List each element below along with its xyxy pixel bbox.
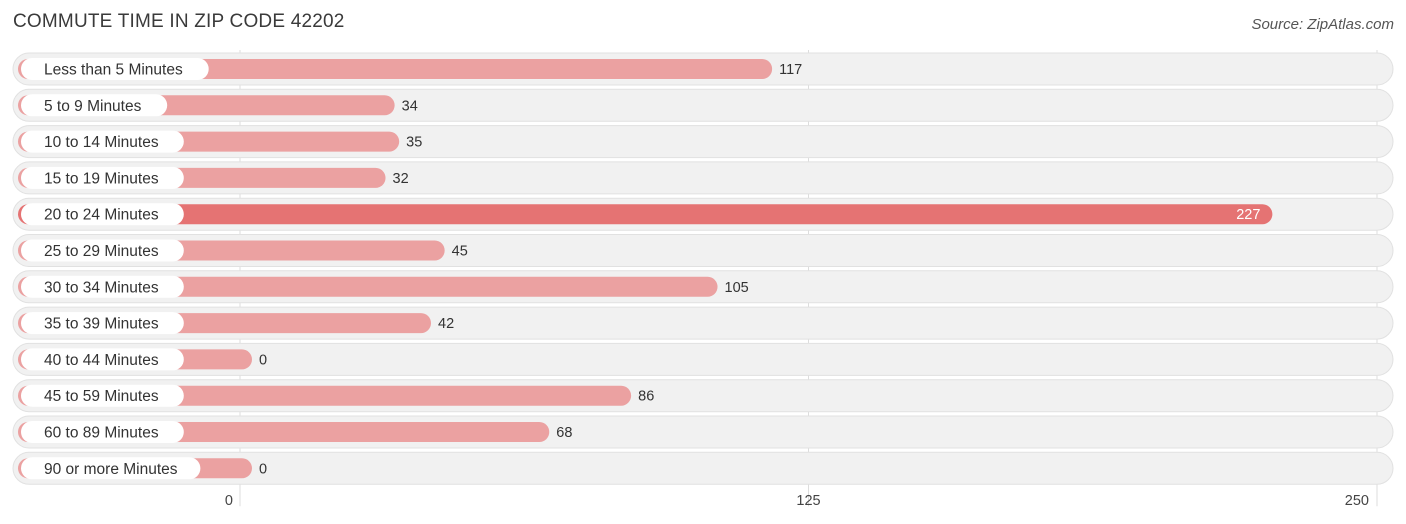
bar-row: 20 to 24 Minutes 227 [12,197,1394,231]
x-tick-label: 250 [1345,493,1369,509]
x-tick-label: 0 [225,493,233,509]
category-label-pill [21,421,184,443]
value-label: 35 [406,135,422,151]
category-label-pill [21,384,184,407]
bar [18,204,1273,225]
category-label-pill [21,130,184,153]
x-tick-label: 125 [796,493,820,509]
bar-row: 90 or more Minutes 0 [12,451,1394,485]
bar-row: 15 to 19 Minutes 32 [12,161,1394,195]
category-label: 5 to 9 Minutes [44,98,142,115]
value-label: 0 [259,461,267,477]
category-label-pill [21,58,209,80]
category-label: 15 to 19 Minutes [44,170,159,187]
category-label: 45 to 59 Minutes [44,388,159,405]
category-label-pill [21,275,184,298]
bar-track [12,342,1394,376]
category-label-pill [21,348,184,371]
value-label: 68 [556,425,572,441]
chart-source: Source: ZipAtlas.com [1251,16,1394,33]
bar-row: 45 to 59 Minutes 86 [12,379,1394,413]
value-label: 45 [452,244,468,260]
category-label-pill [21,457,201,480]
value-label: 42 [438,316,454,332]
category-label: 30 to 34 Minutes [44,279,159,296]
value-label: 32 [393,171,409,187]
category-label: 40 to 44 Minutes [44,352,159,369]
bar-row: 60 to 89 Minutes 68 [12,415,1394,449]
category-label-pill [21,203,184,226]
bar-row: Less than 5 Minutes 117 [12,52,1394,86]
bar-row: 25 to 29 Minutes 45 [12,234,1394,267]
category-label: 60 to 89 Minutes [44,425,159,442]
bar-row: 30 to 34 Minutes 105 [12,270,1394,304]
bar-row: 10 to 14 Minutes 35 [12,125,1394,159]
category-label-pill [21,312,184,335]
category-label-pill [21,94,168,117]
value-label: 0 [259,352,267,368]
value-label: 34 [402,98,418,114]
category-label: 25 to 29 Minutes [44,243,159,260]
category-label-pill [21,239,184,262]
value-label: 227 [1236,207,1260,223]
category-label-pill [21,166,184,189]
bar-row: 35 to 39 Minutes 42 [12,306,1394,340]
category-label: 10 to 14 Minutes [44,134,159,151]
bar-row: 40 to 44 Minutes 0 [12,342,1394,376]
category-label: 35 to 39 Minutes [44,316,159,333]
category-label: 20 to 24 Minutes [44,207,159,224]
category-label: 90 or more Minutes [44,461,178,478]
bar-row: 5 to 9 Minutes 34 [12,88,1394,122]
category-label: Less than 5 Minutes [44,62,183,79]
value-label: 105 [725,280,749,296]
bar [18,276,718,297]
value-label: 86 [638,389,654,405]
chart-title: COMMUTE TIME IN ZIP CODE 42202 [13,11,345,32]
value-label: 117 [779,62,802,78]
bar-track [12,451,1394,485]
